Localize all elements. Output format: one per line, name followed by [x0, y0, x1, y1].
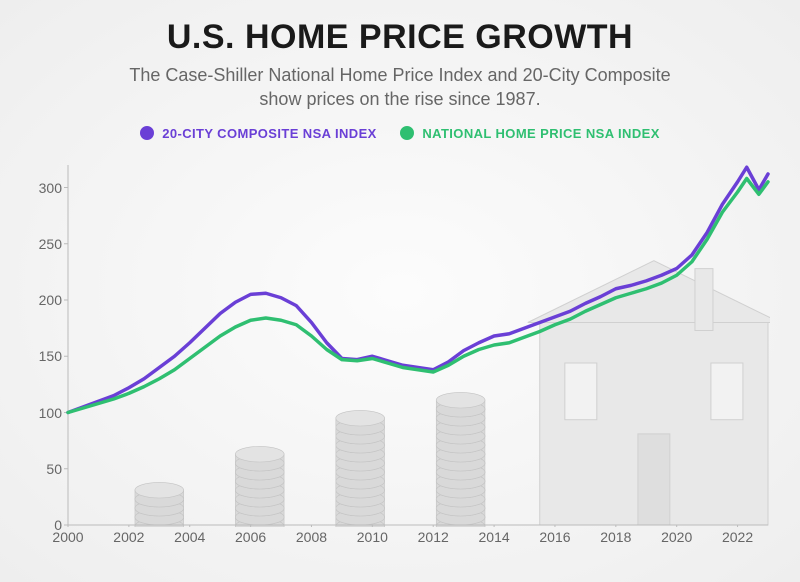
legend-label-national: NATIONAL HOME PRICE NSA INDEX — [422, 126, 659, 141]
x-tick-label: 2016 — [539, 525, 570, 545]
legend-item-national: NATIONAL HOME PRICE NSA INDEX — [400, 126, 659, 141]
x-tick-label: 2004 — [174, 525, 205, 545]
legend-label-20city: 20-CITY COMPOSITE NSA INDEX — [162, 126, 377, 141]
subtitle-line-2: show prices on the rise since 1987. — [259, 89, 540, 109]
x-tick-label: 2010 — [357, 525, 388, 545]
y-tick-label: 100 — [32, 405, 68, 421]
x-tick-label: 2008 — [296, 525, 327, 545]
x-tick-label: 2006 — [235, 525, 266, 545]
x-tick-label: 2020 — [661, 525, 692, 545]
x-tick-label: 2002 — [113, 525, 144, 545]
legend-swatch-national — [400, 126, 414, 140]
chart-subtitle: The Case-Shiller National Home Price Ind… — [0, 63, 800, 112]
x-tick-label: 2012 — [418, 525, 449, 545]
x-tick-label: 2014 — [479, 525, 510, 545]
y-tick-label: 50 — [32, 461, 68, 477]
x-tick-label: 2022 — [722, 525, 753, 545]
chart-container: U.S. HOME PRICE GROWTH The Case-Shiller … — [0, 0, 800, 582]
chart-plot-area: 0501001502002503002000200220042006200820… — [30, 165, 770, 555]
legend-swatch-20city — [140, 126, 154, 140]
line-chart-svg — [30, 165, 770, 527]
subtitle-line-1: The Case-Shiller National Home Price Ind… — [129, 65, 670, 85]
series-line — [68, 167, 768, 412]
legend-item-20city: 20-CITY COMPOSITE NSA INDEX — [140, 126, 377, 141]
y-tick-label: 300 — [32, 180, 68, 196]
x-tick-label: 2000 — [52, 525, 83, 545]
chart-title: U.S. HOME PRICE GROWTH — [0, 18, 800, 57]
y-tick-label: 250 — [32, 236, 68, 252]
x-tick-label: 2018 — [600, 525, 631, 545]
y-tick-label: 150 — [32, 348, 68, 364]
y-tick-label: 200 — [32, 292, 68, 308]
series-line — [68, 179, 768, 413]
legend: 20-CITY COMPOSITE NSA INDEX NATIONAL HOM… — [0, 126, 800, 144]
